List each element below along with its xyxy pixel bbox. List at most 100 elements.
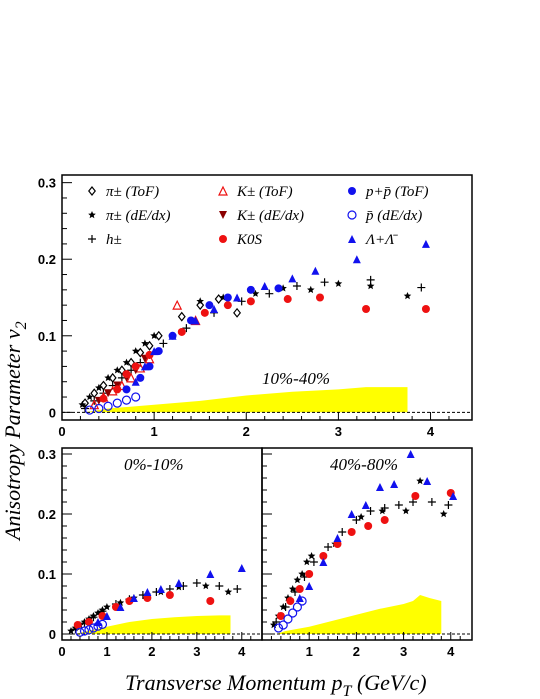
data-point: [283, 295, 292, 304]
data-point: [112, 398, 122, 408]
data-point: [288, 274, 297, 283]
x-tick-label-top: 2: [243, 424, 250, 439]
data-point: [206, 570, 215, 578]
legend-marker: [219, 211, 227, 219]
data-point: [81, 404, 90, 413]
data-point: [409, 498, 418, 506]
data-point: [288, 585, 297, 593]
data-point: [274, 284, 283, 293]
data-point: [150, 347, 159, 356]
legend-marker: [219, 235, 227, 243]
data-point: [131, 347, 140, 355]
x-tick-label-bottom-left: 0: [58, 644, 65, 659]
data-point: [94, 609, 102, 617]
y-tick-label-top: 0.3: [38, 176, 56, 191]
data-point: [143, 588, 152, 596]
data-point: [233, 585, 242, 593]
legend-marker: [88, 211, 96, 219]
data-point: [237, 564, 246, 572]
data-point: [421, 304, 430, 313]
data-point: [78, 400, 87, 408]
data-point: [295, 594, 304, 602]
data-point: [362, 304, 371, 313]
data-point: [286, 597, 295, 605]
x-tick-label-bottom-right: 3: [400, 644, 407, 659]
x-tick-label-bottom-right: 4: [447, 644, 455, 659]
data-point: [159, 339, 168, 348]
panel-label-bottom-left: 0%-10%: [124, 455, 183, 474]
data-point: [102, 612, 111, 620]
data-point: [233, 293, 242, 302]
data-point: [366, 282, 375, 290]
data-point: [444, 501, 453, 509]
data-point: [67, 627, 75, 635]
data-point: [168, 331, 177, 340]
data-point: [214, 294, 223, 304]
data-point: [338, 528, 347, 536]
data-point: [116, 598, 125, 606]
data-point: [288, 608, 298, 618]
data-point: [305, 570, 314, 578]
data-point: [293, 576, 302, 584]
data-point: [402, 507, 410, 515]
x-tick-label-bottom-right: 1: [306, 644, 313, 659]
legend-marker: [218, 185, 228, 196]
data-point: [104, 389, 113, 398]
x-tick-label-bottom-left: 3: [193, 644, 200, 659]
panel-label-top: 10%-40%: [262, 369, 330, 388]
data-point: [206, 597, 215, 605]
data-point: [191, 316, 200, 325]
data-point: [79, 626, 90, 636]
data-point: [131, 392, 141, 402]
data-point: [182, 324, 191, 333]
legend-marker: [347, 210, 357, 220]
y-tick-label-top: 0.1: [38, 329, 56, 344]
data-point: [154, 330, 163, 341]
data-point: [279, 284, 287, 292]
data-point: [378, 507, 387, 515]
data-point: [283, 614, 293, 624]
data-point: [174, 579, 183, 587]
data-point: [93, 618, 102, 626]
y-tick-label-top: 0.2: [38, 252, 56, 267]
data-point: [423, 477, 432, 485]
data-point: [333, 534, 342, 542]
data-point: [309, 558, 318, 566]
data-point: [73, 621, 82, 629]
y-tick-label-bottom-left: 0.1: [38, 567, 56, 582]
data-point: [406, 450, 415, 458]
data-point: [122, 370, 131, 379]
data-point: [116, 380, 127, 391]
data-point: [196, 297, 204, 305]
panel-frame-top: [61, 174, 473, 421]
data-point: [334, 279, 343, 287]
data-point: [311, 266, 320, 275]
x-tick-label-bottom-left: 1: [103, 644, 110, 659]
data-point: [246, 297, 255, 306]
systematic-band-bottom-right: [276, 595, 442, 634]
data-point: [305, 582, 314, 590]
data-point: [390, 480, 399, 488]
panel-label-bottom-right: 40%-80%: [330, 455, 398, 474]
data-point: [85, 393, 94, 401]
data-point: [99, 394, 108, 403]
data-point: [141, 339, 149, 347]
data-point: [113, 385, 122, 394]
data-point: [172, 299, 183, 310]
data-point: [281, 603, 290, 611]
data-point: [215, 582, 224, 590]
data-point: [223, 301, 232, 310]
data-point: [319, 552, 328, 560]
data-point: [375, 483, 384, 491]
data-point: [366, 507, 375, 515]
data-point: [200, 308, 209, 317]
y-axis-title: Anisotropy Parameter v2: [0, 321, 30, 542]
data-point: [284, 594, 292, 602]
data-point: [113, 366, 122, 374]
data-point: [122, 385, 131, 394]
data-point: [427, 498, 436, 506]
data-point: [347, 510, 356, 518]
data-point: [366, 275, 375, 284]
data-point: [103, 603, 111, 611]
panel-frame-bottom-left: [61, 447, 263, 641]
